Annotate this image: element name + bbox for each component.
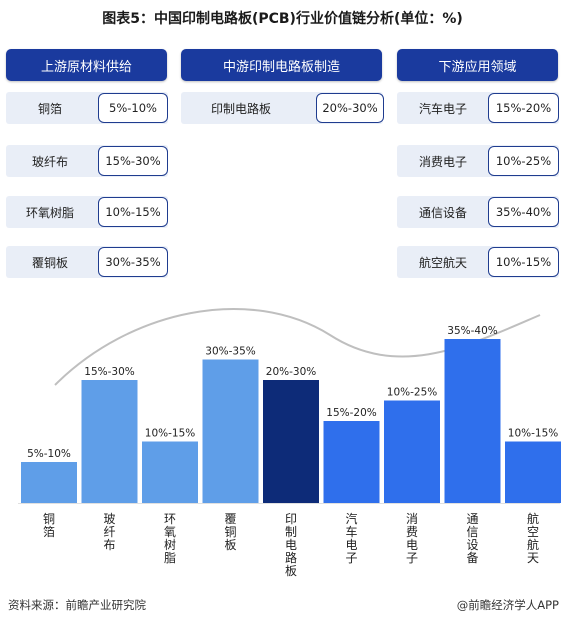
bar-value-label: 10%-15% [508,428,558,440]
bar [384,400,440,503]
brand-credit: @前瞻经济学人APP [457,597,559,613]
x-tick-label: 印制电路板 [285,512,297,578]
header-downstream: 下游应用领域 [397,49,558,81]
bar-value-label: 30%-35% [205,346,255,358]
header-upstream: 上游原材料供给 [6,49,167,81]
bar-value-label: 15%-20% [326,407,376,419]
source-note: 资料来源：前瞻产业研究院 [8,598,146,612]
row-label-text: 玻纤布 [31,154,68,169]
downstream-pct-auto: 15%-20% [488,93,559,123]
x-tick-label: 铜箔 [43,511,55,539]
upstream-pct-ccl: 30%-35% [98,247,168,277]
bar-value-label: 10%-15% [145,428,195,440]
x-tick-label: 消费电子 [406,512,418,565]
brand-text: @前瞻经济学人APP [456,598,559,612]
x-tick-label: 航空航天 [527,511,539,565]
midstream-pct-pcb: 20%-30% [316,93,384,123]
x-tick-label: 通信设备 [466,512,478,565]
bar [81,380,138,503]
row-label-text: 覆铜板 [31,255,68,270]
bar-value-label: 35%-40% [447,325,497,337]
x-tick-label: 覆铜板 [224,512,236,552]
bar-value-label: 5%-10% [27,448,71,460]
row-label-text: 印制电路板 [210,101,271,116]
row-label-text: 汽车电子 [418,101,467,116]
bar [323,421,380,503]
bar [505,441,561,503]
x-tick-label: 汽车电子 [345,511,357,565]
downstream-pct-telecom: 35%-40% [488,197,559,227]
page-title: 图表5：中国印制电路板(PCB)行业价值链分析(单位：%) [102,11,463,27]
bar-value-label: 15%-30% [84,366,134,378]
row-label-text: 航空航天 [418,255,467,270]
row-label-text: 消费电子 [418,154,467,169]
bar-value-label: 10%-25% [387,387,437,399]
bar [444,339,501,503]
bar-value-label: 20%-30% [266,366,316,378]
upstream-pct-epoxy: 10%-15% [98,197,168,227]
downstream-pct-consumer: 10%-25% [488,146,559,176]
row-label-text: 通信设备 [418,205,467,220]
bar [263,380,319,503]
upstream-pct-glass-fiber: 15%-30% [98,146,168,176]
x-tick-label: 玻纤布 [103,512,115,552]
header-midstream: 中游印制电路板制造 [181,49,382,81]
row-label-text: 环氧树脂 [25,205,74,220]
bar-chart: 5%-10% 铜箔 15%-30% 玻纤布 10%-15% 环氧树脂 30%-35% 覆铜板 2… [18,308,561,578]
downstream-pct-aerospace: 10%-15% [488,247,559,277]
bar [21,462,77,503]
bar [202,359,259,503]
bar [142,441,198,503]
upstream-pct-copper-foil: 5%-10% [98,93,168,123]
x-tick-label: 环氧树脂 [164,512,176,565]
row-label-text: 铜箔 [37,101,62,116]
